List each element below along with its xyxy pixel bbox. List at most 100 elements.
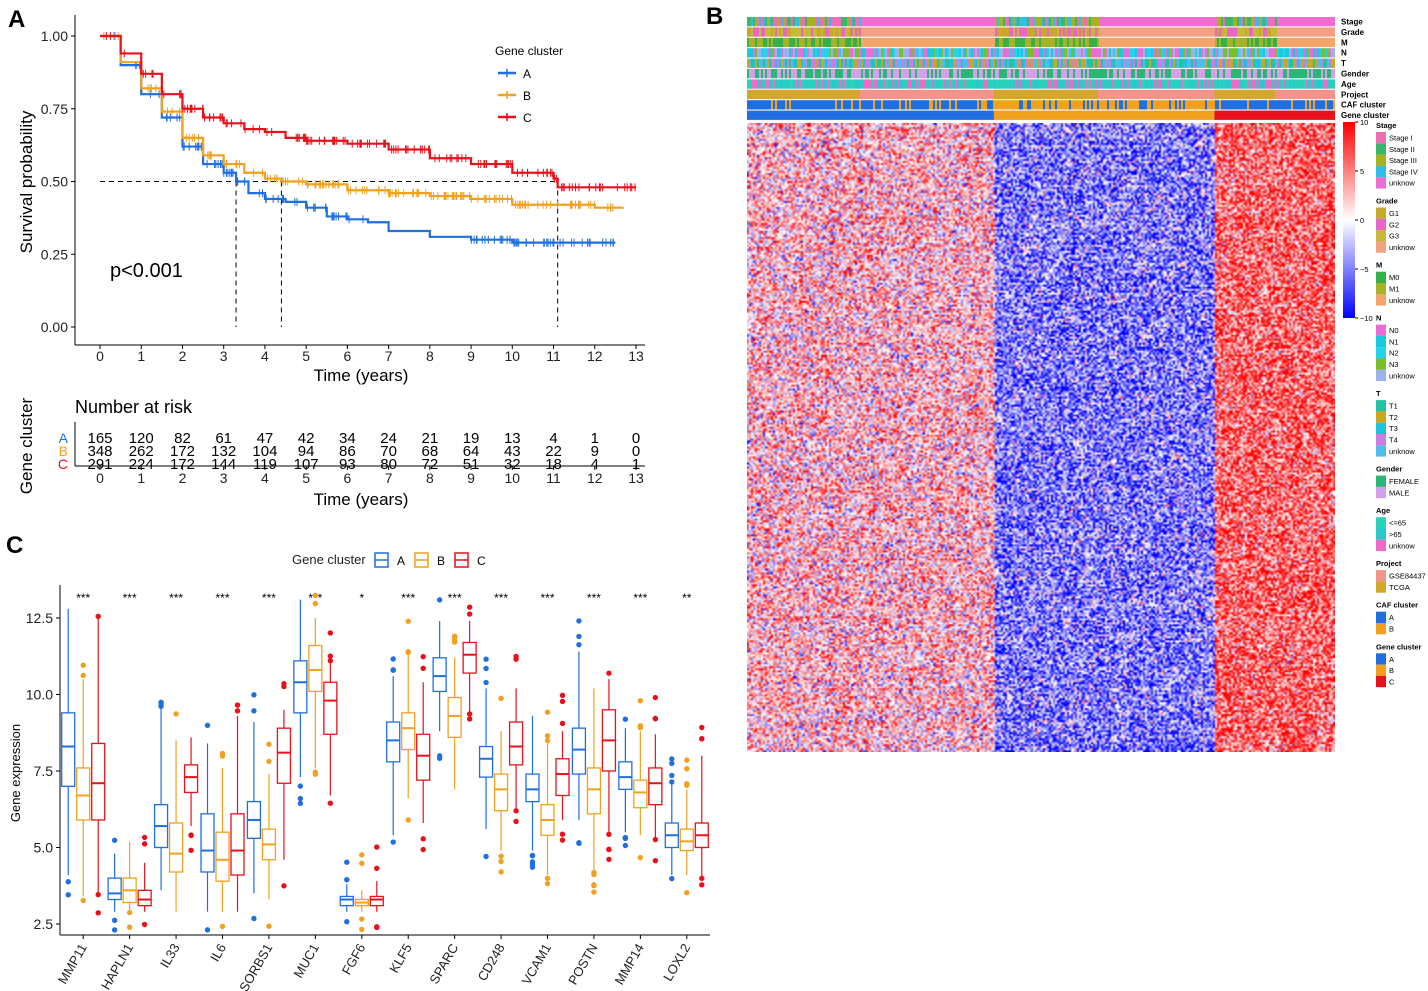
km-curve-c [100, 34, 636, 189]
heatmap-legend-age: Age <=65 >65 unknow [1376, 506, 1415, 552]
risk-cell: 120 [129, 430, 154, 447]
box-c [555, 758, 570, 797]
risk-cell: 94 [298, 443, 315, 460]
box-group-loxl2 [664, 724, 709, 896]
risk-cell: 13 [504, 430, 521, 447]
heatmap-scale-tick: 5 [1360, 167, 1364, 176]
gene-label: VCAM1 [519, 941, 554, 987]
heatmap-legend-title: Gender [1376, 465, 1402, 474]
gene-label: IL6 [207, 941, 229, 964]
km-y-tick: 0.25 [41, 246, 68, 262]
box-b [215, 831, 230, 882]
heatmap-legend-swatch [1376, 335, 1386, 348]
gene-label: CD248 [474, 941, 507, 984]
boxplot-panel: Gene expression Gene cluster A B C 2.5 5.0 7… [8, 552, 710, 991]
heatmap-legend-label: T3 [1389, 424, 1398, 433]
box-y-tick: 2.5 [34, 916, 54, 932]
risk-cell: 82 [174, 430, 191, 447]
annotation-row-label: CAF cluster [1341, 101, 1386, 110]
box-a [339, 895, 354, 907]
risk-cell: 70 [380, 443, 397, 460]
heatmap-legend-label: N3 [1389, 360, 1399, 369]
box-y-tick: 5.0 [34, 840, 54, 856]
heatmap-legend-title: Age [1376, 506, 1390, 515]
heatmap-legend-label: GSE84437 [1389, 572, 1426, 581]
box-legend: Gene cluster A B C [292, 552, 486, 568]
survival-plot: 0 1 2 3 4 5 6 7 8 9 10 11 12 130.000.250.500.751.00 S… [17, 15, 645, 385]
heatmap-scale-tick: −5 [1360, 265, 1369, 274]
heatmap-legend-swatch [1376, 653, 1386, 665]
heatmap-legend-label: A [1389, 613, 1394, 622]
heatmap-legend-swatch [1376, 611, 1386, 623]
box-b [447, 696, 462, 738]
box-group-vcam1 [525, 692, 570, 887]
heatmap-legend-swatch [1376, 675, 1386, 688]
box-legend-label-a: A [397, 554, 405, 568]
heatmap-legend-swatch [1376, 283, 1386, 295]
km-x-tick: 2 [179, 348, 187, 364]
heatmap-legend-label: A [1389, 655, 1394, 664]
risk-cell: 72 [422, 456, 439, 473]
heatmap-legend-swatch [1376, 445, 1386, 457]
box-c [137, 889, 152, 907]
risk-x-tick: 3 [220, 470, 228, 486]
heatmap-matrix [747, 123, 1335, 752]
annotation-row-gender [747, 69, 1335, 79]
risk-table-title: Number at risk [75, 397, 193, 417]
panel-letter-b: B [706, 3, 723, 30]
annotation-row-age [747, 79, 1335, 89]
risk-cell: 119 [253, 456, 277, 473]
heatmap-legend-swatch [1376, 132, 1386, 144]
significance-label: *** [169, 591, 183, 605]
heatmap-legend-title: Stage [1376, 121, 1396, 130]
heatmap-legend-label: N2 [1389, 349, 1399, 358]
box-c [323, 681, 338, 735]
risk-cell: 0 [632, 443, 640, 460]
risk-table: Number at risk Gene cluster Time (years)… [17, 397, 645, 509]
box-c [416, 733, 431, 781]
risk-row-label-b: B [59, 443, 68, 459]
heatmap-legend-swatch [1376, 177, 1386, 189]
box-y-tick: 12.5 [26, 610, 53, 626]
significance-label: *** [262, 591, 276, 605]
box-b [308, 644, 323, 693]
box-c [369, 895, 384, 907]
heatmap-legend-label: G3 [1389, 232, 1399, 241]
box-y-tick: 7.5 [34, 763, 54, 779]
risk-cell: 64 [463, 443, 480, 460]
heatmap-legend-swatch [1376, 358, 1386, 370]
risk-row-label-a: A [59, 430, 69, 446]
heatmap-scale-tick: 10 [1360, 118, 1368, 127]
heatmap-legend-swatch [1376, 623, 1386, 635]
significance-label: *** [587, 591, 601, 605]
risk-cell: 19 [463, 430, 480, 447]
km-x-tick: 13 [628, 348, 644, 364]
heatmap-legend-label: C [1389, 677, 1395, 686]
km-legend-title: Gene cluster [495, 44, 563, 58]
risk-x-tick: 4 [261, 470, 269, 486]
box-c [183, 764, 199, 794]
box-y-axis-title: Gene expression [8, 724, 23, 822]
gene-label: FGF6 [339, 941, 369, 977]
annotation-row-gene-cluster [747, 110, 1335, 120]
heatmap-legend-label: unknow [1389, 179, 1415, 188]
risk-x-tick: 0 [96, 470, 104, 486]
box-group-postn [571, 618, 617, 895]
heatmap-legend-swatch [1376, 400, 1386, 412]
km-x-tick: 11 [546, 348, 561, 364]
risk-cell: 107 [294, 456, 319, 473]
box-group-mmp11 [61, 608, 106, 916]
risk-cell: 51 [463, 456, 480, 473]
heatmap-legend-swatch [1376, 165, 1386, 178]
box-a [571, 727, 587, 775]
risk-x-tick: 12 [587, 470, 603, 486]
box-a [432, 657, 447, 693]
annotation-row-label: M [1341, 38, 1348, 47]
box-c [91, 742, 106, 821]
box-c [276, 727, 292, 784]
km-legend-label-a: A [523, 67, 531, 81]
heatmap-legend-title: N [1376, 314, 1381, 323]
significance-label: * [359, 591, 364, 605]
risk-cell: 1 [591, 430, 599, 447]
box-group-klf5 [386, 618, 431, 853]
